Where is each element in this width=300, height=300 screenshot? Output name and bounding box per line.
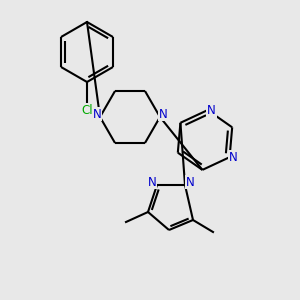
Text: Cl: Cl <box>81 103 93 116</box>
Text: N: N <box>207 103 216 117</box>
Text: N: N <box>186 176 194 188</box>
Text: N: N <box>229 151 238 164</box>
Text: N: N <box>159 107 167 121</box>
Text: N: N <box>93 107 101 121</box>
Text: N: N <box>148 176 156 188</box>
